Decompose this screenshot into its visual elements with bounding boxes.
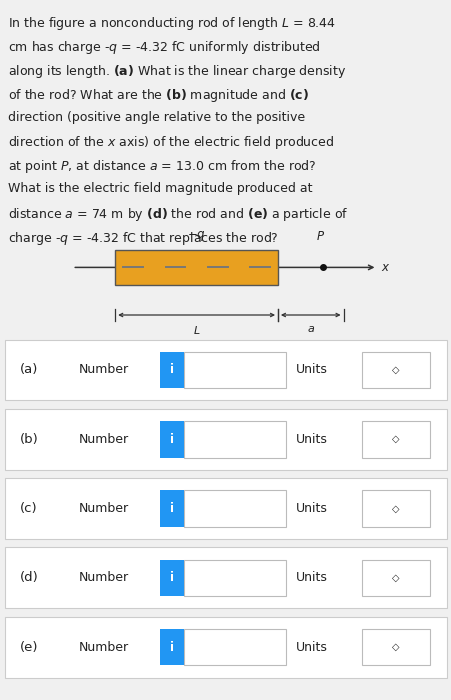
Text: ◇: ◇: [391, 365, 399, 375]
Bar: [361, 490, 429, 527]
Text: distance $a$ = 74 m by $\mathbf{(d)}$ the rod and $\mathbf{(e)}$ a particle of: distance $a$ = 74 m by $\mathbf{(d)}$ th…: [8, 206, 348, 223]
Bar: [361, 629, 429, 666]
Text: (c): (c): [20, 502, 38, 515]
Bar: [184, 490, 285, 527]
Text: Units: Units: [295, 363, 327, 377]
Text: Units: Units: [295, 571, 327, 584]
Bar: [184, 351, 285, 388]
Text: Number: Number: [79, 433, 129, 446]
Text: ◇: ◇: [391, 642, 399, 652]
Text: $P$: $P$: [316, 230, 325, 243]
Text: $-q$: $-q$: [187, 229, 206, 243]
Text: (b): (b): [20, 433, 39, 446]
Text: i: i: [170, 433, 174, 446]
Text: along its length. $\mathbf{(a)}$ What is the linear charge density: along its length. $\mathbf{(a)}$ What is…: [8, 63, 346, 80]
Bar: [361, 559, 429, 596]
Text: Number: Number: [79, 571, 129, 584]
Text: ◇: ◇: [391, 434, 399, 444]
Bar: [5, 340, 446, 400]
Bar: [184, 421, 285, 458]
Text: $x$: $x$: [380, 261, 390, 274]
Text: i: i: [170, 640, 174, 654]
Text: Number: Number: [79, 640, 129, 654]
Text: direction (positive angle relative to the positive: direction (positive angle relative to th…: [8, 111, 304, 124]
Text: i: i: [170, 502, 174, 515]
Text: direction of the $x$ axis) of the electric field produced: direction of the $x$ axis) of the electr…: [8, 134, 334, 151]
Bar: [184, 559, 285, 596]
Text: ◇: ◇: [391, 503, 399, 514]
Text: (a): (a): [20, 363, 39, 377]
Text: of the rod? What are the $\mathbf{(b)}$ magnitude and $\mathbf{(c)}$: of the rod? What are the $\mathbf{(b)}$ …: [8, 87, 308, 104]
Bar: [160, 490, 184, 527]
Text: i: i: [170, 571, 174, 584]
Text: Number: Number: [79, 502, 129, 515]
Bar: [184, 629, 285, 666]
Text: Number: Number: [79, 363, 129, 377]
Bar: [160, 351, 184, 388]
Bar: [160, 629, 184, 666]
Bar: [5, 409, 446, 470]
Text: $a$: $a$: [306, 324, 314, 334]
Text: Units: Units: [295, 502, 327, 515]
Text: ◇: ◇: [391, 573, 399, 583]
Bar: [160, 559, 184, 596]
Bar: [361, 351, 429, 388]
Text: charge -$q$ = -4.32 fC that replaces the rod?: charge -$q$ = -4.32 fC that replaces the…: [8, 230, 278, 246]
Text: In the figure a nonconducting rod of length $L$ = 8.44: In the figure a nonconducting rod of len…: [8, 15, 336, 32]
Text: cm has charge -$q$ = -4.32 fC uniformly distributed: cm has charge -$q$ = -4.32 fC uniformly …: [8, 39, 320, 56]
Bar: [5, 478, 446, 539]
Bar: [5, 617, 446, 678]
Text: Units: Units: [295, 640, 327, 654]
Text: (e): (e): [20, 640, 39, 654]
Bar: [160, 421, 184, 458]
Text: Units: Units: [295, 433, 327, 446]
Text: at point $P$, at distance $a$ = 13.0 cm from the rod?: at point $P$, at distance $a$ = 13.0 cm …: [8, 158, 316, 175]
Text: (d): (d): [20, 571, 39, 584]
Bar: [5, 547, 446, 608]
Bar: [361, 421, 429, 458]
Text: $L$: $L$: [193, 324, 200, 336]
Text: What is the electric field magnitude produced at: What is the electric field magnitude pro…: [8, 182, 312, 195]
Bar: [115, 250, 277, 285]
Text: i: i: [170, 363, 174, 377]
